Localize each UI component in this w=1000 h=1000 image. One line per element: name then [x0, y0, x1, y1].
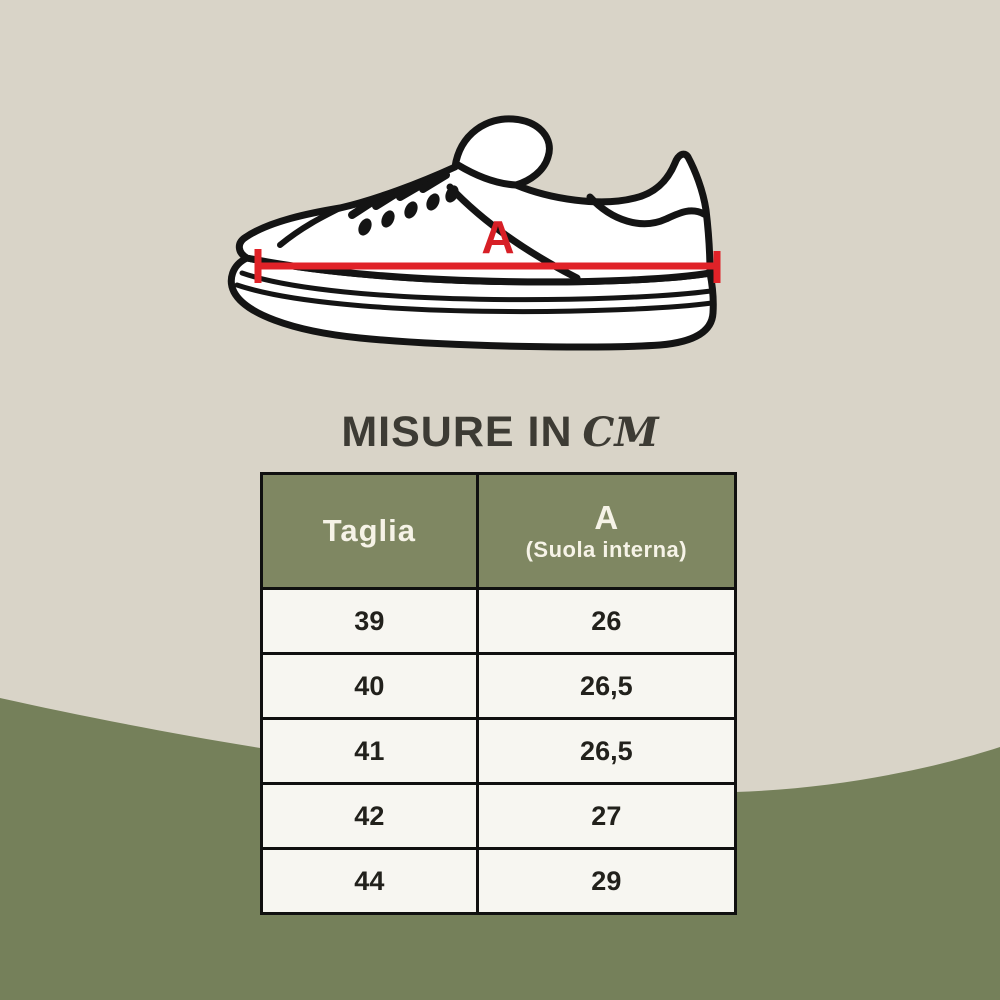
cell-sole: 27: [475, 782, 738, 850]
table-row: 44 29: [260, 847, 738, 915]
header-a-label: A: [594, 499, 619, 537]
table-row: 41 26,5: [260, 717, 738, 785]
measurement-label-a: A: [481, 211, 514, 263]
title-main: MISURE IN: [341, 408, 573, 456]
shoe-laces: [348, 171, 450, 219]
shoe-eyelets: [358, 185, 459, 236]
cell-taglia: 41: [260, 717, 479, 785]
page-title: MISURE IN CM: [0, 408, 1000, 457]
cell-sole: 29: [475, 847, 738, 915]
sneaker-illustration: A: [227, 115, 721, 351]
header-taglia: Taglia: [260, 472, 479, 590]
title-unit: CM: [582, 409, 659, 456]
cell-taglia: 40: [260, 652, 479, 720]
cell-sole: 26: [475, 587, 738, 655]
cell-taglia: 44: [260, 847, 479, 915]
cell-sole: 26,5: [475, 652, 738, 720]
cell-taglia: 39: [260, 587, 479, 655]
header-a: A (Suola interna): [475, 472, 738, 590]
shoe-upper: [235, 115, 714, 286]
table-row: 40 26,5: [260, 652, 738, 720]
table-header-row: Taglia A (Suola interna): [260, 472, 738, 590]
cell-taglia: 42: [260, 782, 479, 850]
table-row: 42 27: [260, 782, 738, 850]
header-a-sublabel: (Suola interna): [525, 537, 688, 563]
cell-sole: 26,5: [475, 717, 738, 785]
measurement-line: [254, 249, 721, 283]
size-table: Taglia A (Suola interna) 39 26 40 26,5 4…: [260, 472, 738, 915]
table-row: 39 26: [260, 587, 738, 655]
